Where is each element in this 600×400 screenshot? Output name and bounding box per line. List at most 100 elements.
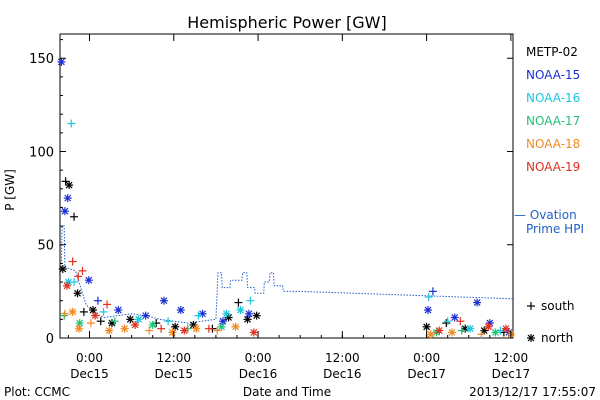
point-south (60, 311, 69, 320)
x-axis: 0:00 Dec15 12:00 Dec15 0:00 Dec16 12:00 Dec16 0:… (67, 34, 531, 381)
data-points (57, 57, 515, 339)
point-north (450, 313, 459, 322)
x-tick-label-time: 12:00 (494, 351, 529, 365)
point-north (73, 289, 82, 298)
x-tick-label-time: 12:00 (325, 351, 360, 365)
point-north (466, 324, 475, 333)
x-tick-label-time: 0:00 (245, 351, 272, 365)
point-south (213, 326, 222, 335)
point-north (171, 322, 180, 331)
point-south (74, 272, 83, 281)
y-axis: 0 50 100 150 (29, 39, 513, 347)
point-south (477, 330, 486, 339)
point-north (192, 324, 201, 333)
point-north (236, 306, 245, 315)
point-north (58, 264, 67, 273)
point-north (84, 276, 93, 285)
point-north (74, 324, 83, 333)
point-south (456, 317, 465, 326)
point-south (457, 326, 466, 335)
point-south (246, 296, 255, 305)
x-tick-label-date: Dec16 (239, 367, 278, 381)
legend-north (527, 334, 535, 342)
point-north (91, 311, 100, 320)
point-north (231, 322, 240, 331)
point-north (105, 326, 114, 335)
legend-south (527, 302, 535, 310)
point-north (114, 306, 123, 315)
point-north (243, 315, 252, 324)
legend-ovation-line2: Prime HPI (526, 222, 584, 236)
x-tick-label-date: Dec17 (492, 367, 531, 381)
legend-marker-label: south (541, 299, 575, 313)
point-north (424, 306, 433, 315)
point-north (126, 315, 135, 324)
y-tick-label: 0 (46, 332, 54, 347)
x-tick-label-time: 12:00 (156, 351, 191, 365)
ovation-polyline (60, 225, 514, 324)
y-tick-label: 50 (37, 239, 54, 254)
point-south (68, 257, 77, 266)
plot-area (59, 33, 514, 339)
legend-entry: NOAA-16 (526, 91, 580, 105)
point-south (152, 319, 161, 328)
point-north (60, 207, 69, 216)
point-north (180, 326, 189, 335)
point-south (99, 307, 108, 316)
point-north (501, 324, 510, 333)
point-south (93, 296, 102, 305)
point-north (426, 330, 435, 339)
point-south (60, 309, 69, 318)
x-tick-label-date: Dec15 (70, 367, 109, 381)
point-south (79, 307, 88, 316)
point-north (484, 322, 493, 331)
plot-credit: Plot: CCMC (4, 385, 70, 399)
point-south (70, 278, 79, 287)
point-north (218, 317, 227, 326)
point-south (157, 324, 166, 333)
chart-title: Hemispheric Power [GW] (187, 13, 386, 32)
point-north (75, 319, 84, 328)
point-south (96, 317, 105, 326)
point-north (148, 320, 157, 329)
point-north (252, 311, 261, 320)
point-north (176, 306, 185, 315)
point-north (63, 281, 72, 290)
point-south (110, 317, 119, 326)
legend-entry: NOAA-18 (526, 137, 580, 151)
point-north (57, 57, 66, 66)
point-north (68, 307, 77, 316)
point-south (86, 319, 95, 328)
point-north (422, 322, 431, 331)
legend-entry: METP-02 (526, 45, 578, 59)
point-north (447, 328, 456, 337)
point-south (183, 324, 192, 333)
point-south (67, 119, 76, 128)
point-north (131, 320, 140, 329)
point-north (473, 298, 482, 307)
point-south (78, 266, 87, 275)
plot-timestamp: 2013/12/17 17:55:07 (469, 385, 596, 399)
point-south (204, 324, 213, 333)
x-axis-label: Date and Time (243, 385, 331, 399)
legend-entry: NOAA-19 (526, 160, 580, 174)
point-north (134, 315, 143, 324)
point-north (120, 324, 129, 333)
point-north (244, 309, 253, 318)
y-tick-label: 100 (29, 145, 54, 160)
point-south (70, 212, 79, 221)
legend: METP-02 NOAA-15 NOAA-16 NOAA-17 NOAA-18 NOAA-… (514, 45, 584, 345)
x-tick-label-time: 0:00 (413, 351, 440, 365)
point-north (159, 296, 168, 305)
legend-ovation-line1: — Ovation (514, 208, 577, 222)
point-north (65, 181, 74, 190)
point-south (103, 300, 112, 309)
point-north (249, 328, 258, 337)
point-south (443, 317, 452, 326)
ovation-prime-hpi-line (60, 225, 514, 324)
legend-marker-label: north (541, 331, 573, 345)
point-north (198, 309, 207, 318)
x-tick-label-date: Dec15 (155, 367, 194, 381)
point-south (61, 177, 70, 186)
